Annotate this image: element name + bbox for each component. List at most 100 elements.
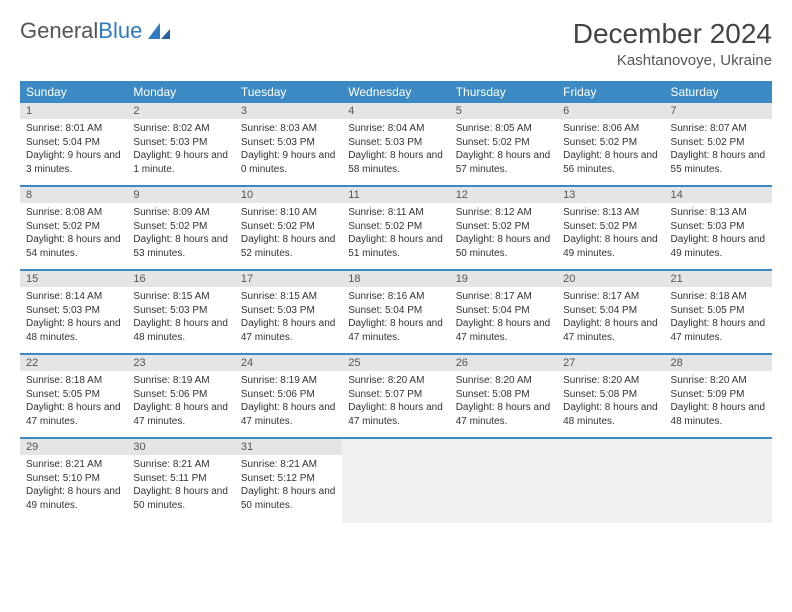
weekday-header: Friday — [557, 81, 664, 103]
header: GeneralBlue December 2024 Kashtanovoye, … — [20, 18, 772, 69]
sunset-text: Sunset: 5:10 PM — [26, 472, 121, 486]
day-body: Sunrise: 8:14 AMSunset: 5:03 PMDaylight:… — [20, 287, 127, 348]
sunrise-text: Sunrise: 8:01 AM — [26, 122, 121, 136]
weekday-header: Saturday — [665, 81, 772, 103]
calendar-day-cell: 1Sunrise: 8:01 AMSunset: 5:04 PMDaylight… — [20, 103, 127, 187]
daylight-text: Daylight: 8 hours and 48 minutes. — [133, 317, 228, 344]
calendar-week-row: 22Sunrise: 8:18 AMSunset: 5:05 PMDayligh… — [20, 355, 772, 439]
calendar-day-cell: 22Sunrise: 8:18 AMSunset: 5:05 PMDayligh… — [20, 355, 127, 439]
sunset-text: Sunset: 5:02 PM — [26, 220, 121, 234]
sunrise-text: Sunrise: 8:15 AM — [133, 290, 228, 304]
calendar-day-cell: 19Sunrise: 8:17 AMSunset: 5:04 PMDayligh… — [450, 271, 557, 355]
day-body: Sunrise: 8:09 AMSunset: 5:02 PMDaylight:… — [127, 203, 234, 264]
calendar-day-cell: 15Sunrise: 8:14 AMSunset: 5:03 PMDayligh… — [20, 271, 127, 355]
sunset-text: Sunset: 5:02 PM — [133, 220, 228, 234]
day-number: 12 — [450, 187, 557, 203]
daylight-text: Daylight: 8 hours and 50 minutes. — [133, 485, 228, 512]
sunset-text: Sunset: 5:02 PM — [563, 220, 658, 234]
sunrise-text: Sunrise: 8:14 AM — [26, 290, 121, 304]
sunset-text: Sunset: 5:03 PM — [241, 136, 336, 150]
day-number: 1 — [20, 103, 127, 119]
daylight-text: Daylight: 8 hours and 56 minutes. — [563, 149, 658, 176]
day-number: 26 — [450, 355, 557, 371]
daylight-text: Daylight: 8 hours and 52 minutes. — [241, 233, 336, 260]
sunset-text: Sunset: 5:02 PM — [563, 136, 658, 150]
sunset-text: Sunset: 5:07 PM — [348, 388, 443, 402]
daylight-text: Daylight: 8 hours and 47 minutes. — [133, 401, 228, 428]
sunrise-text: Sunrise: 8:10 AM — [241, 206, 336, 220]
sunset-text: Sunset: 5:06 PM — [241, 388, 336, 402]
calendar-week-row: 1Sunrise: 8:01 AMSunset: 5:04 PMDaylight… — [20, 103, 772, 187]
day-body: Sunrise: 8:17 AMSunset: 5:04 PMDaylight:… — [557, 287, 664, 348]
day-body: Sunrise: 8:13 AMSunset: 5:02 PMDaylight:… — [557, 203, 664, 264]
daylight-text: Daylight: 9 hours and 0 minutes. — [241, 149, 336, 176]
day-body: Sunrise: 8:08 AMSunset: 5:02 PMDaylight:… — [20, 203, 127, 264]
sunset-text: Sunset: 5:03 PM — [241, 304, 336, 318]
sunrise-text: Sunrise: 8:12 AM — [456, 206, 551, 220]
day-body: Sunrise: 8:15 AMSunset: 5:03 PMDaylight:… — [127, 287, 234, 348]
calendar-day-cell: 10Sunrise: 8:10 AMSunset: 5:02 PMDayligh… — [235, 187, 342, 271]
weekday-header: Thursday — [450, 81, 557, 103]
day-body: Sunrise: 8:13 AMSunset: 5:03 PMDaylight:… — [665, 203, 772, 264]
day-number: 16 — [127, 271, 234, 287]
daylight-text: Daylight: 8 hours and 47 minutes. — [348, 317, 443, 344]
calendar-day-cell: 6Sunrise: 8:06 AMSunset: 5:02 PMDaylight… — [557, 103, 664, 187]
day-number: 21 — [665, 271, 772, 287]
daylight-text: Daylight: 9 hours and 1 minute. — [133, 149, 228, 176]
day-number: 18 — [342, 271, 449, 287]
day-body: Sunrise: 8:17 AMSunset: 5:04 PMDaylight:… — [450, 287, 557, 348]
day-body: Sunrise: 8:05 AMSunset: 5:02 PMDaylight:… — [450, 119, 557, 180]
day-body: Sunrise: 8:07 AMSunset: 5:02 PMDaylight:… — [665, 119, 772, 180]
sunset-text: Sunset: 5:08 PM — [563, 388, 658, 402]
calendar-day-cell — [450, 439, 557, 523]
day-body: Sunrise: 8:06 AMSunset: 5:02 PMDaylight:… — [557, 119, 664, 180]
sunset-text: Sunset: 5:05 PM — [26, 388, 121, 402]
sunrise-text: Sunrise: 8:20 AM — [563, 374, 658, 388]
daylight-text: Daylight: 8 hours and 47 minutes. — [671, 317, 766, 344]
day-body: Sunrise: 8:19 AMSunset: 5:06 PMDaylight:… — [235, 371, 342, 432]
calendar-day-cell: 21Sunrise: 8:18 AMSunset: 5:05 PMDayligh… — [665, 271, 772, 355]
day-number: 30 — [127, 439, 234, 455]
day-body: Sunrise: 8:02 AMSunset: 5:03 PMDaylight:… — [127, 119, 234, 180]
daylight-text: Daylight: 8 hours and 49 minutes. — [671, 233, 766, 260]
sunset-text: Sunset: 5:02 PM — [671, 136, 766, 150]
location: Kashtanovoye, Ukraine — [573, 52, 772, 69]
daylight-text: Daylight: 8 hours and 49 minutes. — [563, 233, 658, 260]
day-number: 14 — [665, 187, 772, 203]
day-number: 31 — [235, 439, 342, 455]
day-number: 8 — [20, 187, 127, 203]
daylight-text: Daylight: 8 hours and 48 minutes. — [671, 401, 766, 428]
calendar-day-cell: 30Sunrise: 8:21 AMSunset: 5:11 PMDayligh… — [127, 439, 234, 523]
calendar-day-cell: 18Sunrise: 8:16 AMSunset: 5:04 PMDayligh… — [342, 271, 449, 355]
daylight-text: Daylight: 8 hours and 48 minutes. — [26, 317, 121, 344]
day-body: Sunrise: 8:21 AMSunset: 5:10 PMDaylight:… — [20, 455, 127, 516]
sunset-text: Sunset: 5:02 PM — [241, 220, 336, 234]
sunset-text: Sunset: 5:03 PM — [348, 136, 443, 150]
calendar-day-cell: 31Sunrise: 8:21 AMSunset: 5:12 PMDayligh… — [235, 439, 342, 523]
sunset-text: Sunset: 5:04 PM — [563, 304, 658, 318]
sunset-text: Sunset: 5:03 PM — [133, 136, 228, 150]
day-number: 25 — [342, 355, 449, 371]
sunset-text: Sunset: 5:03 PM — [671, 220, 766, 234]
sunset-text: Sunset: 5:05 PM — [671, 304, 766, 318]
sunrise-text: Sunrise: 8:09 AM — [133, 206, 228, 220]
daylight-text: Daylight: 8 hours and 48 minutes. — [563, 401, 658, 428]
calendar-day-cell: 8Sunrise: 8:08 AMSunset: 5:02 PMDaylight… — [20, 187, 127, 271]
day-number: 28 — [665, 355, 772, 371]
month-title: December 2024 — [573, 18, 772, 50]
sunrise-text: Sunrise: 8:20 AM — [348, 374, 443, 388]
calendar-day-cell: 4Sunrise: 8:04 AMSunset: 5:03 PMDaylight… — [342, 103, 449, 187]
day-number: 2 — [127, 103, 234, 119]
day-body: Sunrise: 8:21 AMSunset: 5:11 PMDaylight:… — [127, 455, 234, 516]
day-body: Sunrise: 8:20 AMSunset: 5:08 PMDaylight:… — [450, 371, 557, 432]
day-body: Sunrise: 8:12 AMSunset: 5:02 PMDaylight:… — [450, 203, 557, 264]
daylight-text: Daylight: 8 hours and 58 minutes. — [348, 149, 443, 176]
calendar-day-cell: 3Sunrise: 8:03 AMSunset: 5:03 PMDaylight… — [235, 103, 342, 187]
sunrise-text: Sunrise: 8:20 AM — [671, 374, 766, 388]
day-number: 7 — [665, 103, 772, 119]
calendar-day-cell: 13Sunrise: 8:13 AMSunset: 5:02 PMDayligh… — [557, 187, 664, 271]
calendar-day-cell: 20Sunrise: 8:17 AMSunset: 5:04 PMDayligh… — [557, 271, 664, 355]
calendar-day-cell: 17Sunrise: 8:15 AMSunset: 5:03 PMDayligh… — [235, 271, 342, 355]
daylight-text: Daylight: 8 hours and 57 minutes. — [456, 149, 551, 176]
logo: GeneralBlue — [20, 18, 172, 44]
